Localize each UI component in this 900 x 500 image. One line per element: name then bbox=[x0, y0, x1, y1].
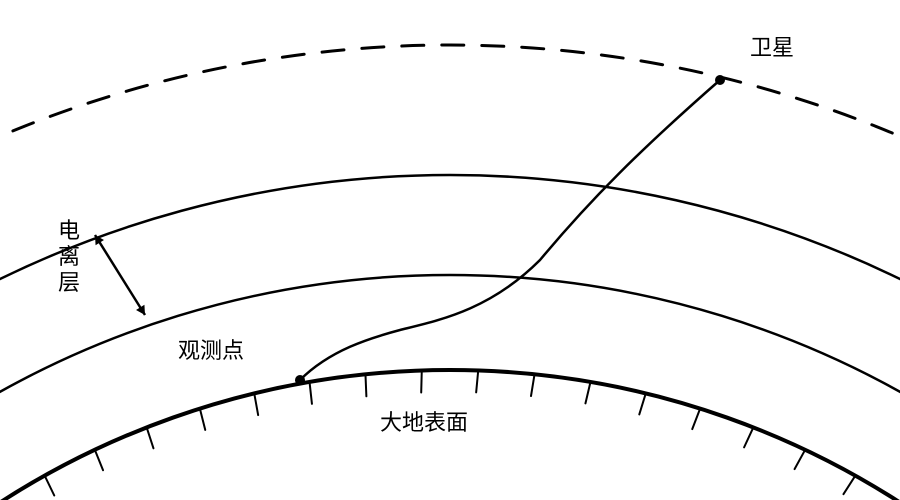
hatch-tick bbox=[585, 382, 590, 403]
hatch-tick bbox=[531, 374, 535, 396]
signal-path-layer bbox=[300, 80, 720, 380]
earth_surface-label: 大地表面 bbox=[380, 410, 468, 435]
labels-layer: 卫星电离层观测点大地表面 bbox=[58, 35, 794, 435]
hatch-tick bbox=[254, 393, 258, 415]
hatch-tick bbox=[476, 370, 478, 392]
hatch-tick bbox=[365, 374, 366, 396]
hatch-tick bbox=[147, 427, 154, 448]
hatch-tick bbox=[795, 450, 806, 469]
observation-point-icon bbox=[295, 375, 305, 385]
ionosphere-label: 电离层 bbox=[58, 218, 80, 295]
ionosphere-extent-line bbox=[95, 235, 145, 315]
hatch-tick bbox=[45, 476, 55, 496]
observation_point-label: 观测点 bbox=[178, 338, 244, 363]
points-layer bbox=[295, 75, 725, 385]
signal-path bbox=[300, 80, 720, 380]
hatch-tick bbox=[200, 409, 205, 430]
hatch-tick bbox=[310, 382, 312, 404]
orbit-arc bbox=[0, 45, 900, 164]
ionosphere-diagram: 卫星电离层观测点大地表面 bbox=[0, 0, 900, 500]
hatch-tick bbox=[639, 393, 645, 414]
hatch-tick bbox=[744, 427, 753, 447]
satellite-label: 卫星 bbox=[750, 35, 794, 60]
hatch-tick bbox=[95, 450, 103, 470]
ionosphere-arrow-layer bbox=[95, 235, 145, 315]
satellite-point-icon bbox=[715, 75, 725, 85]
earth-hatching bbox=[0, 370, 900, 500]
hatch-tick bbox=[421, 370, 422, 392]
iono_top-arc bbox=[0, 175, 900, 311]
hatch-tick bbox=[843, 476, 855, 495]
hatch-tick bbox=[692, 409, 700, 430]
